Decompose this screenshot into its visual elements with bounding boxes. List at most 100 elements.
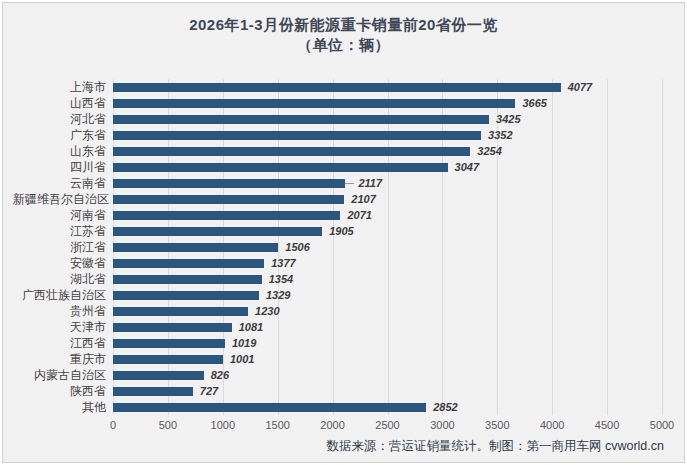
x-tick-label: 5000 [650,419,674,431]
x-tick-label: 2000 [320,419,344,431]
category-label: 河北省 [13,111,113,128]
value-label: 2071 [347,209,371,221]
category-label: 重庆市 [13,351,113,368]
bar [113,291,259,300]
chart-title: 2026年1-3月份新能源重卡销量前20省份一览 [3,15,684,35]
bar-track: 2117 [113,175,662,191]
bar-track: 2107 [113,191,662,207]
value-label: 2107 [351,193,375,205]
bar-track: 3352 [113,127,662,143]
category-label: 浙江省 [13,239,113,256]
bar-track: 2071 [113,207,662,223]
bar-track: 1329 [113,287,662,303]
bar [113,243,278,252]
bar-row: 广东省 3352 [13,127,662,143]
bar-row: 湖北省 1354 [13,271,662,287]
value-label: 1377 [271,257,295,269]
value-label: 1354 [269,273,293,285]
bar-track: 1377 [113,255,662,271]
bar-track: 3425 [113,111,662,127]
category-label: 陕西省 [13,383,113,400]
value-label: 2852 [433,401,457,413]
bar-row: 内蒙古自治区826 [13,367,662,383]
category-label: 天津市 [13,319,113,336]
bar-row: 广西壮族自治区1329 [13,287,662,303]
category-label: 安徽省 [13,255,113,272]
source-note: 数据来源：营运证销量统计。制图：第一商用车网 cvworld.cn [3,438,684,455]
bar-track: 1081 [113,319,662,335]
value-label: 4077 [568,81,592,93]
value-label: 3254 [477,145,501,157]
category-label: 山西省 [13,95,113,112]
chart-frame: 2026年1-3月份新能源重卡销量前20省份一览 （单位：辆） 上海市 4077 山… [2,2,685,463]
plot-area: 上海市 4077 山西省 3665 河北省 3425 广东省 3352 山东省3254四川省30… [13,79,662,415]
value-label: 3665 [522,97,546,109]
bar-track: 1019 [113,335,662,351]
bar [113,195,344,204]
category-label: 湖北省 [13,271,113,288]
bar-row: 山西省 3665 [13,95,662,111]
bar-track: 1354 [113,271,662,287]
bar [113,371,204,380]
bar [113,179,345,188]
category-label: 江苏省 [13,223,113,240]
bar-row: 贵州省1230 [13,303,662,319]
category-label: 广东省 [13,127,113,144]
category-label: 江西省 [13,335,113,352]
bar-row: 上海市 4077 [13,79,662,95]
value-label: 3425 [496,113,520,125]
category-label: 云南省 [13,175,113,192]
value-label: 1001 [230,353,254,365]
category-label: 河南省 [13,207,113,224]
value-label: 3047 [455,161,479,173]
value-label: 1506 [285,241,309,253]
value-label: 2117 [358,177,382,189]
bar [113,83,561,92]
leader-line [345,183,354,184]
category-label: 新疆维吾尔自治区 [13,191,113,208]
bar-track: 727 [113,383,662,399]
bar [113,115,489,124]
bar-row: 天津市 1081 [13,319,662,335]
bar-row: 安徽省 1377 [13,255,662,271]
x-tick-label: 1000 [211,419,235,431]
bar [113,355,223,364]
bar [113,131,481,140]
bar-track: 1001 [113,351,662,367]
bar-track: 3047 [113,159,662,175]
bar-row: 江西省 1019 [13,335,662,351]
bar-track: 3254 [113,143,662,159]
bar-row: 云南省 2117 [13,175,662,191]
category-label: 贵州省 [13,303,113,320]
category-label: 其他 [13,399,113,416]
category-label: 内蒙古自治区 [13,367,113,384]
bar-row: 其他 2852 [13,399,662,415]
bar-track: 826 [113,367,662,383]
bar-track: 1230 [113,303,662,319]
bar-row: 山东省3254 [13,143,662,159]
bar-track: 3665 [113,95,662,111]
category-label: 上海市 [13,79,113,96]
x-tick-label: 0 [110,419,116,431]
category-label: 广西壮族自治区 [13,287,113,304]
value-label: 3352 [488,129,512,141]
bar [113,147,470,156]
bar-row: 重庆市 1001 [13,351,662,367]
x-axis: 0500100015002000250030003500400045005000 [113,417,662,435]
bar-track: 1506 [113,239,662,255]
bar [113,403,426,412]
value-label: 1905 [329,225,353,237]
value-label: 1081 [239,321,263,333]
bar-row: 四川省3047 [13,159,662,175]
bar-track: 2852 [113,399,662,415]
value-label: 1019 [232,337,256,349]
value-label: 727 [200,385,218,397]
bar-row: 陕西省 727 [13,383,662,399]
bar [113,163,448,172]
bar-rows: 上海市 4077 山西省 3665 河北省 3425 广东省 3352 山东省3254四川省30… [13,79,662,415]
bar [113,323,232,332]
chart-subtitle: （单位：辆） [3,35,684,55]
bar-track: 4077 [113,79,662,95]
bar-row: 江苏省 1905 [13,223,662,239]
title-block: 2026年1-3月份新能源重卡销量前20省份一览 （单位：辆） [3,3,684,55]
